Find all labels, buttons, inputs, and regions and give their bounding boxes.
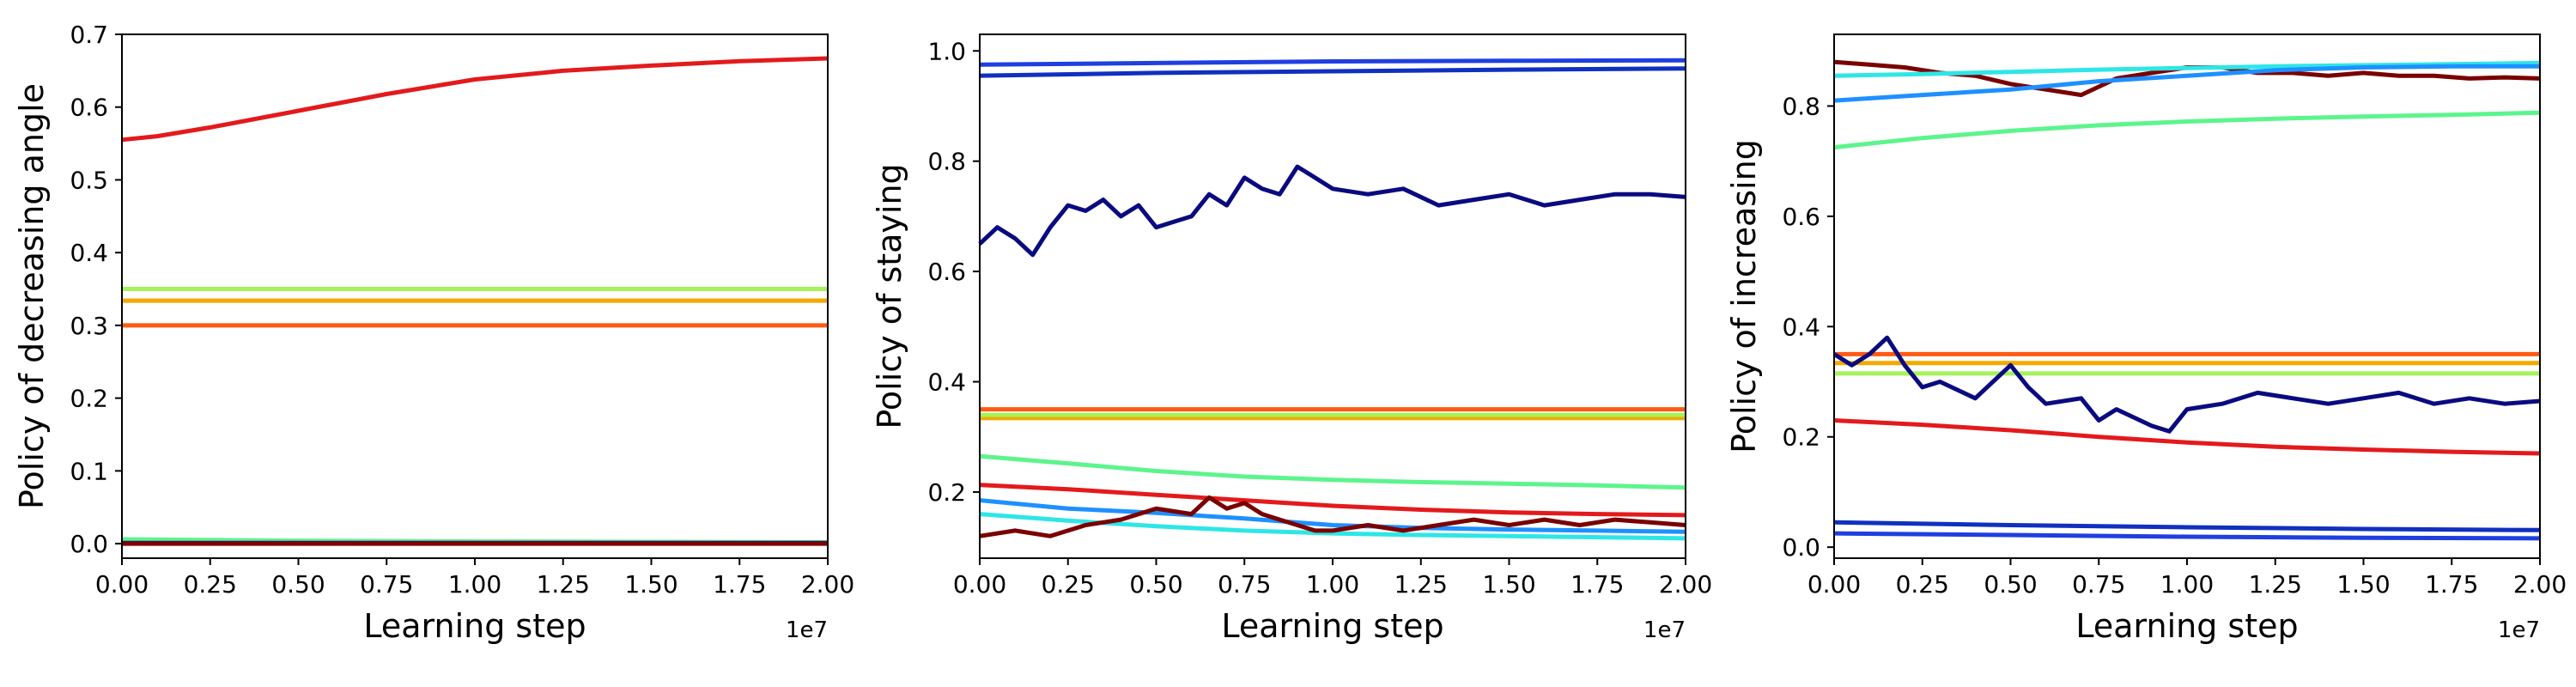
series-line-8	[979, 483, 1686, 518]
x-tick-label: 2.00	[1659, 570, 1712, 599]
x-tick-label: 0.25	[1042, 570, 1095, 599]
axes-frame	[121, 33, 829, 559]
chart-panel-2: 0.00 0.25 0.50 0.75 1.00 1.25 1.50 1.75 2.00 0.2 0…	[871, 33, 1712, 645]
chart-panel-1: 0.00 0.25 0.50 0.75 1.00 1.25 1.50 1.75 2.00 0.0 0…	[13, 21, 854, 645]
y-axis-label: Policy of increasing	[1725, 139, 1763, 453]
x-tick-label: 1.75	[1571, 570, 1624, 599]
x-offset-label: 1e7	[786, 617, 828, 643]
x-tick-label: 1.25	[537, 570, 590, 599]
series-line-11	[979, 495, 1686, 538]
series-line-4	[1833, 110, 2541, 150]
y-tick-label: 0.1	[70, 457, 108, 485]
x-tick-label: 2.00	[801, 570, 854, 599]
x-tick-label: 1.75	[713, 570, 766, 599]
y-tick-label: 0.4	[927, 368, 966, 397]
series-line-1	[121, 56, 829, 143]
series-line-3	[978, 164, 1686, 258]
x-tick-label: 1.50	[1482, 570, 1535, 599]
series-line-1	[979, 58, 1686, 67]
chart-panel-3: 0.00 0.25 0.50 0.75 1.00 1.25 1.50 1.75 2.00 0.0 0…	[1725, 33, 2567, 645]
x-tick-label: 0.75	[2072, 570, 2125, 599]
y-tick-label: 0.0	[1782, 533, 1820, 562]
y-tick-label: 0.8	[927, 148, 966, 176]
series-group	[121, 56, 829, 546]
x-tick-label: 0.50	[1984, 570, 2037, 599]
x-tick-label: 0.00	[1807, 570, 1861, 599]
x-offset-label: 1e7	[1643, 617, 1686, 643]
series-line-9	[1833, 418, 2541, 456]
x-tick-label: 1.00	[2160, 570, 2214, 599]
y-axis-label: Policy of staying	[871, 163, 908, 429]
series-line-9	[979, 498, 1686, 534]
x-axis-label: Learning step	[1221, 607, 1443, 645]
series-group	[978, 58, 1686, 541]
y-tick-label: 1.0	[927, 37, 966, 65]
series-line-3	[1833, 64, 2540, 103]
x-offset-label: 1e7	[2498, 617, 2540, 643]
y-tick-label: 0.6	[70, 94, 108, 122]
x-tick-label: 1.75	[2425, 570, 2478, 599]
x-tick-label: 0.00	[95, 570, 149, 599]
x-axis-label: Learning step	[363, 607, 586, 645]
y-tick-label: 0.4	[1782, 313, 1820, 341]
y-tick-label: 0.2	[927, 478, 966, 507]
x-tick-label: 0.75	[1218, 570, 1271, 599]
series-line-8	[1832, 335, 2541, 434]
x-tick-label: 0.50	[271, 570, 325, 599]
x-tick-label: 1.00	[1306, 570, 1359, 599]
series-line-10	[1833, 520, 2541, 532]
x-tick-label: 1.50	[624, 570, 677, 599]
series-line-7	[979, 453, 1686, 490]
axes-frame	[1833, 33, 2541, 559]
y-tick-label: 0.7	[70, 21, 108, 49]
y-tick-label: 0.2	[1782, 423, 1820, 452]
x-tick-label: 0.25	[1896, 570, 1949, 599]
x-tick-label: 2.00	[2513, 570, 2567, 599]
x-tick-label: 1.00	[448, 570, 501, 599]
x-axis-label: Learning step	[2075, 607, 2298, 645]
y-tick-label: 0.6	[1782, 203, 1820, 231]
x-tick-label: 0.00	[953, 570, 1006, 599]
x-tick-label: 0.25	[184, 570, 237, 599]
x-tick-label: 0.75	[360, 570, 413, 599]
x-tick-label: 1.25	[2249, 570, 2302, 599]
series-line-2	[979, 66, 1686, 78]
x-tick-label: 1.25	[1394, 570, 1448, 599]
y-tick-label: 0.6	[927, 258, 966, 286]
y-tick-label: 0.8	[1782, 92, 1820, 120]
y-tick-label: 0.4	[70, 239, 108, 267]
x-tick-label: 1.50	[2336, 570, 2390, 599]
y-tick-label: 0.0	[70, 530, 108, 558]
series-line-11	[1833, 531, 2541, 541]
y-tick-label: 0.2	[70, 385, 108, 413]
y-axis-label: Policy of decreasing angle	[13, 83, 51, 509]
x-tick-label: 0.50	[1129, 570, 1182, 599]
y-tick-label: 0.3	[70, 312, 108, 340]
series-group	[1832, 59, 2541, 541]
y-tick-label: 0.5	[70, 166, 108, 194]
